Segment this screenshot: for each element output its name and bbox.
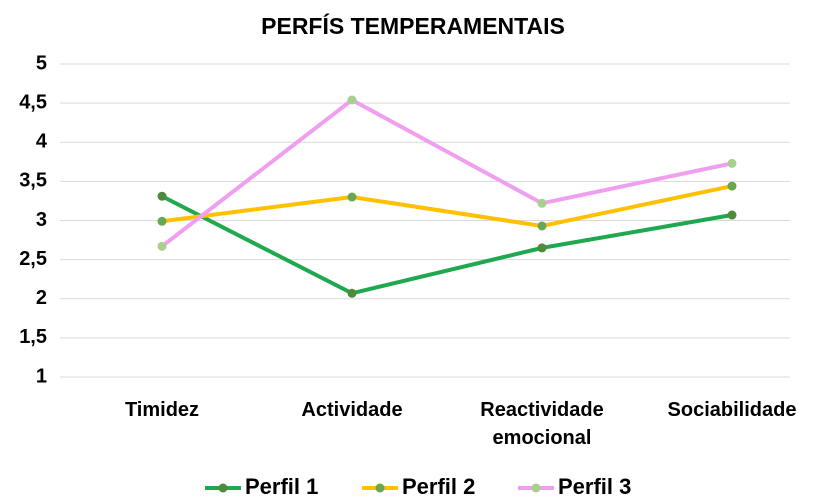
legend-label: Perfil 1 [245,474,318,499]
chart-title: PERFÍS TEMPERAMENTAIS [261,12,565,39]
legend-marker [531,483,541,493]
x-tick-label: Timidez [124,399,200,421]
series-line [161,194,733,296]
point [727,158,737,168]
point [727,181,737,191]
y-tick-label: 2 [36,287,47,309]
y-tick-label: 4,5 [19,91,47,113]
y-tick-label: 3 [36,209,47,231]
point [347,192,357,202]
y-tick-label: 5 [36,52,47,74]
y-tick-label: 3,5 [19,170,47,192]
point [727,210,737,220]
y-tick-label: 2,5 [19,248,47,270]
x-tick-label: Sociabilidade [667,399,797,421]
series-line [161,184,733,229]
x-tick-label: Actividade [301,399,403,421]
legend-label: Perfil 3 [558,474,631,499]
point [537,243,547,253]
point [347,288,357,298]
y-tick-label: 4 [36,131,48,153]
point [537,221,547,231]
y-tick-label: 1 [36,365,47,387]
point [157,191,167,201]
y-tick-label: 1,5 [19,326,47,348]
legend-marker [218,483,228,493]
point [157,241,167,251]
legend-label: Perfil 2 [402,474,475,499]
legend-marker [375,483,385,493]
point [537,198,547,208]
point [157,216,167,226]
series-line [160,97,733,248]
point [347,95,357,105]
x-tick-label: Reactividade emocional [480,399,604,449]
